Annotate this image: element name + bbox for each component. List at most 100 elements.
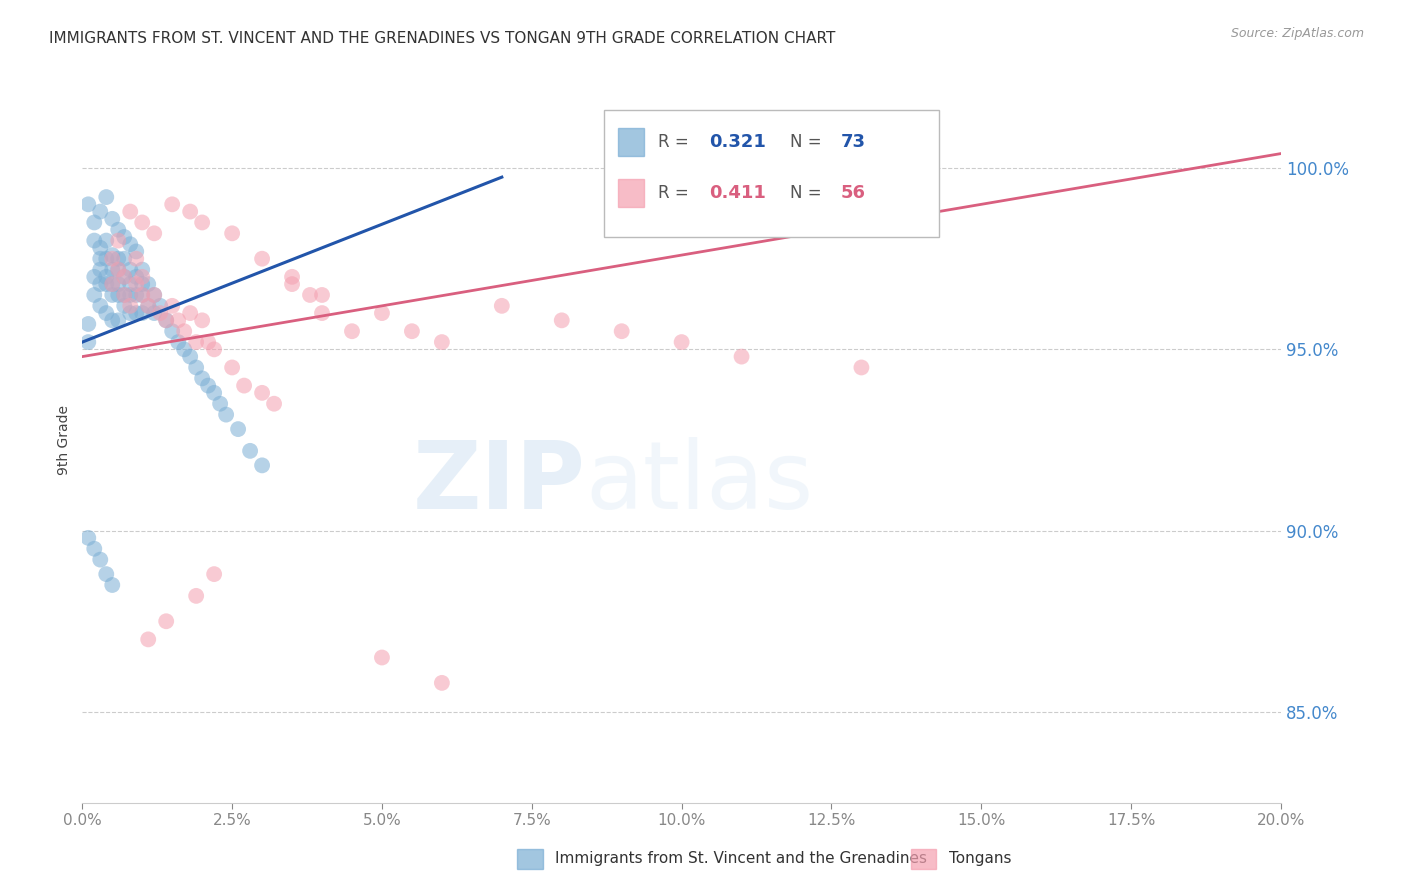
Text: atlas: atlas — [586, 437, 814, 530]
Point — [155, 313, 177, 327]
Point — [250, 458, 273, 473]
Point — [233, 378, 256, 392]
Point — [101, 262, 124, 277]
Point — [89, 277, 111, 291]
Text: N =: N = — [790, 184, 827, 202]
Text: Tongans: Tongans — [949, 851, 1011, 865]
Point — [131, 262, 153, 277]
Text: ZIP: ZIP — [413, 437, 586, 530]
Point — [83, 269, 105, 284]
Point — [131, 306, 153, 320]
Point — [125, 269, 148, 284]
Point — [101, 288, 124, 302]
Point — [155, 614, 177, 628]
Point — [143, 227, 166, 241]
Point — [89, 552, 111, 566]
Point — [202, 385, 225, 400]
Point — [551, 313, 574, 327]
Point — [371, 306, 394, 320]
Point — [281, 277, 304, 291]
Point — [191, 371, 214, 385]
Point — [96, 567, 118, 582]
Point — [112, 269, 135, 284]
Point — [491, 299, 513, 313]
Point — [101, 313, 124, 327]
Text: Immigrants from St. Vincent and the Grenadines: Immigrants from St. Vincent and the Gren… — [555, 851, 928, 865]
Point — [96, 306, 118, 320]
Point — [120, 204, 142, 219]
Point — [202, 343, 225, 357]
Point — [131, 288, 153, 302]
Point — [101, 248, 124, 262]
Text: 56: 56 — [841, 184, 866, 202]
Point — [107, 262, 129, 277]
Point — [125, 252, 148, 266]
Text: N =: N = — [790, 133, 827, 151]
Point — [215, 408, 238, 422]
Point — [179, 306, 201, 320]
Point — [120, 299, 142, 313]
Point — [143, 306, 166, 320]
Point — [107, 234, 129, 248]
Point — [131, 277, 153, 291]
Point — [101, 277, 124, 291]
Point — [160, 324, 183, 338]
Point — [107, 262, 129, 277]
Point — [250, 385, 273, 400]
Point — [120, 306, 142, 320]
Point — [239, 443, 262, 458]
Point — [173, 343, 195, 357]
Point — [101, 277, 124, 291]
Text: 0.321: 0.321 — [709, 133, 766, 151]
Point — [197, 378, 219, 392]
Point — [107, 288, 129, 302]
Point — [155, 313, 177, 327]
Point — [96, 277, 118, 291]
Point — [143, 288, 166, 302]
Point — [83, 541, 105, 556]
Point — [120, 288, 142, 302]
Point — [160, 197, 183, 211]
Point — [96, 190, 118, 204]
Point — [101, 578, 124, 592]
Point — [83, 234, 105, 248]
Point — [186, 335, 208, 350]
Point — [221, 227, 243, 241]
Point — [125, 288, 148, 302]
Point — [167, 313, 190, 327]
Point — [89, 252, 111, 266]
Point — [186, 589, 208, 603]
Point — [401, 324, 423, 338]
Point — [191, 313, 214, 327]
Point — [149, 299, 172, 313]
Point — [125, 244, 148, 259]
Point — [136, 299, 159, 313]
Point — [96, 234, 118, 248]
Text: R =: R = — [658, 133, 693, 151]
Point — [107, 277, 129, 291]
Point — [136, 277, 159, 291]
Point — [209, 397, 232, 411]
Point — [167, 335, 190, 350]
Point — [89, 204, 111, 219]
Point — [143, 288, 166, 302]
FancyBboxPatch shape — [603, 110, 939, 237]
Point — [96, 252, 118, 266]
Point — [191, 215, 214, 229]
Point — [281, 269, 304, 284]
Point — [671, 335, 693, 350]
Point — [120, 262, 142, 277]
Point — [197, 335, 219, 350]
Point — [101, 211, 124, 226]
Point — [89, 262, 111, 277]
Point — [610, 324, 633, 338]
Point — [96, 269, 118, 284]
Point — [263, 397, 285, 411]
Point — [107, 252, 129, 266]
Point — [136, 632, 159, 647]
Text: IMMIGRANTS FROM ST. VINCENT AND THE GRENADINES VS TONGAN 9TH GRADE CORRELATION C: IMMIGRANTS FROM ST. VINCENT AND THE GREN… — [49, 31, 835, 46]
Text: 73: 73 — [841, 133, 866, 151]
Point — [179, 204, 201, 219]
Point — [340, 324, 363, 338]
Point — [430, 676, 453, 690]
